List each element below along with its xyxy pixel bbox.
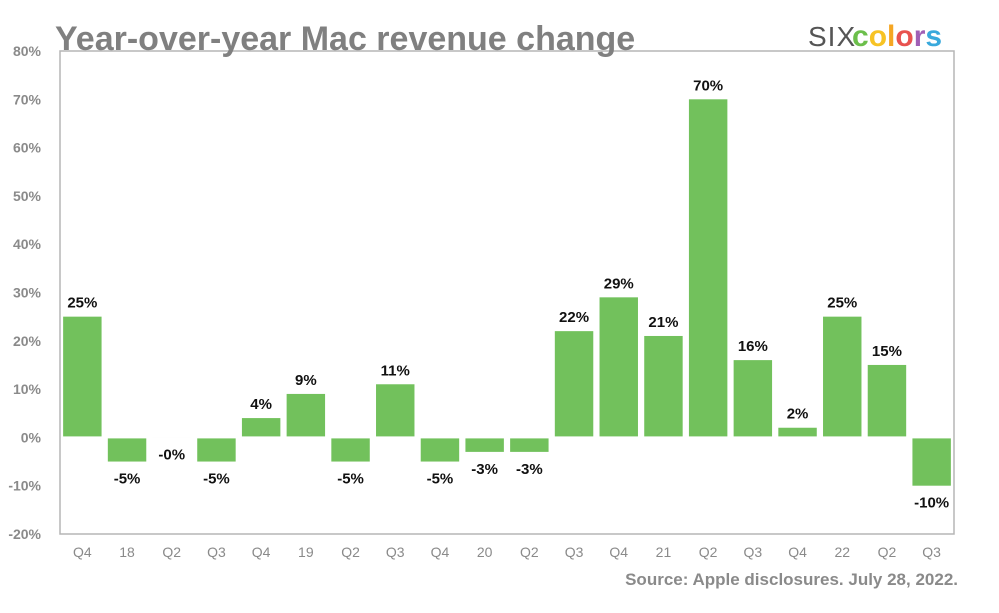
data-labels: 25% -5% -0% -5% 4% 9% -5% 11% -5% -3% -3% 22% 29% 21%…: [67, 77, 949, 511]
y-tick-label: 70%: [13, 91, 42, 107]
y-tick-label: 20%: [13, 333, 42, 349]
x-tick-label: Q4: [609, 544, 628, 560]
sixcolors-logo: SIX colors: [808, 20, 942, 53]
data-label: -3%: [471, 461, 498, 478]
x-tick-label: 18: [119, 544, 135, 560]
x-tick-label: Q4: [73, 544, 92, 560]
x-tick-label: Q4: [788, 544, 807, 560]
bar: [241, 418, 281, 437]
bar: [823, 316, 862, 437]
data-label: 9%: [295, 372, 317, 389]
y-axis: 80% 70% 60% 50% 40% 30% 20% 10% 0% -10% -20%: [8, 43, 41, 542]
data-label: 22%: [559, 309, 589, 326]
bar: [510, 438, 549, 452]
data-label: -5%: [427, 471, 454, 488]
bar: [331, 438, 370, 462]
data-label: 29%: [604, 275, 634, 292]
data-label: 70%: [693, 77, 723, 94]
x-tick-label: Q4: [252, 544, 271, 560]
data-label: 25%: [827, 295, 857, 312]
logo-letter: l: [887, 20, 895, 53]
x-tick-label: Q2: [878, 544, 897, 560]
bar: [376, 384, 415, 437]
x-tick-label: Q3: [922, 544, 941, 560]
x-tick-label: Q2: [162, 544, 181, 560]
y-tick-label: 40%: [13, 236, 42, 252]
y-tick-label: 10%: [13, 381, 42, 397]
x-tick-label: 21: [656, 544, 672, 560]
bar: [644, 335, 683, 437]
bar: [867, 364, 907, 437]
logo-colors: colors: [852, 20, 942, 53]
x-tick-label: 19: [298, 544, 314, 560]
x-tick-label: Q3: [207, 544, 226, 560]
data-label: -0%: [158, 446, 185, 463]
x-tick-label: 20: [477, 544, 493, 560]
x-tick-label: Q4: [431, 544, 450, 560]
bar: [197, 438, 236, 462]
logo-six: SIX: [808, 21, 856, 52]
chart-title: Year-over-year Mac revenue change: [55, 20, 635, 58]
x-tick-label: Q3: [386, 544, 405, 560]
bar: [286, 393, 326, 437]
source-note: Source: Apple disclosures. July 28, 2022…: [625, 570, 958, 589]
x-tick-label: Q3: [565, 544, 584, 560]
bar: [420, 438, 460, 462]
bar: [63, 316, 102, 437]
bar: [778, 427, 817, 437]
bar: [912, 438, 951, 486]
bar: [733, 360, 773, 437]
x-tick-label: Q2: [341, 544, 360, 560]
bars: [63, 99, 951, 486]
bar: [554, 331, 594, 437]
data-label: 2%: [787, 406, 809, 423]
bar: [465, 438, 504, 452]
data-label: 15%: [872, 343, 902, 360]
bar: [599, 297, 638, 437]
data-label: -3%: [516, 461, 543, 478]
x-tick-label: Q2: [520, 544, 539, 560]
data-label: 25%: [67, 295, 97, 312]
plot-border: [59, 50, 955, 535]
logo-letter: o: [869, 20, 887, 53]
data-label: 21%: [648, 314, 678, 331]
data-label: -10%: [914, 495, 949, 512]
x-tick-label: Q2: [699, 544, 718, 560]
data-label: 16%: [738, 338, 768, 355]
logo-letter: c: [852, 20, 869, 53]
data-label: 11%: [381, 362, 410, 379]
logo-letter: o: [895, 20, 913, 53]
x-tick-label: 22: [834, 544, 850, 560]
data-label: -5%: [114, 471, 141, 488]
bar: [107, 438, 147, 462]
plot-frame: [59, 50, 955, 535]
y-tick-label: -20%: [8, 526, 41, 542]
x-tick-label: Q3: [744, 544, 763, 560]
y-tick-label: 0%: [21, 429, 42, 445]
data-label: -5%: [203, 471, 230, 488]
logo-letter: s: [925, 20, 942, 53]
x-axis: Q4 18 Q2 Q3 Q4 19 Q2 Q3 Q4 20 Q2 Q3 Q4 21 Q2 Q3 Q4 22 Q2 Q3: [73, 544, 941, 560]
y-tick-label: 60%: [13, 140, 42, 156]
y-tick-label: 80%: [13, 43, 42, 59]
logo-letter: r: [914, 20, 926, 53]
bar: [688, 99, 728, 437]
y-tick-label: -10%: [8, 478, 41, 494]
y-tick-label: 50%: [13, 188, 42, 204]
data-label: 4%: [250, 396, 272, 413]
y-tick-label: 30%: [13, 285, 42, 301]
data-label: -5%: [337, 471, 364, 488]
